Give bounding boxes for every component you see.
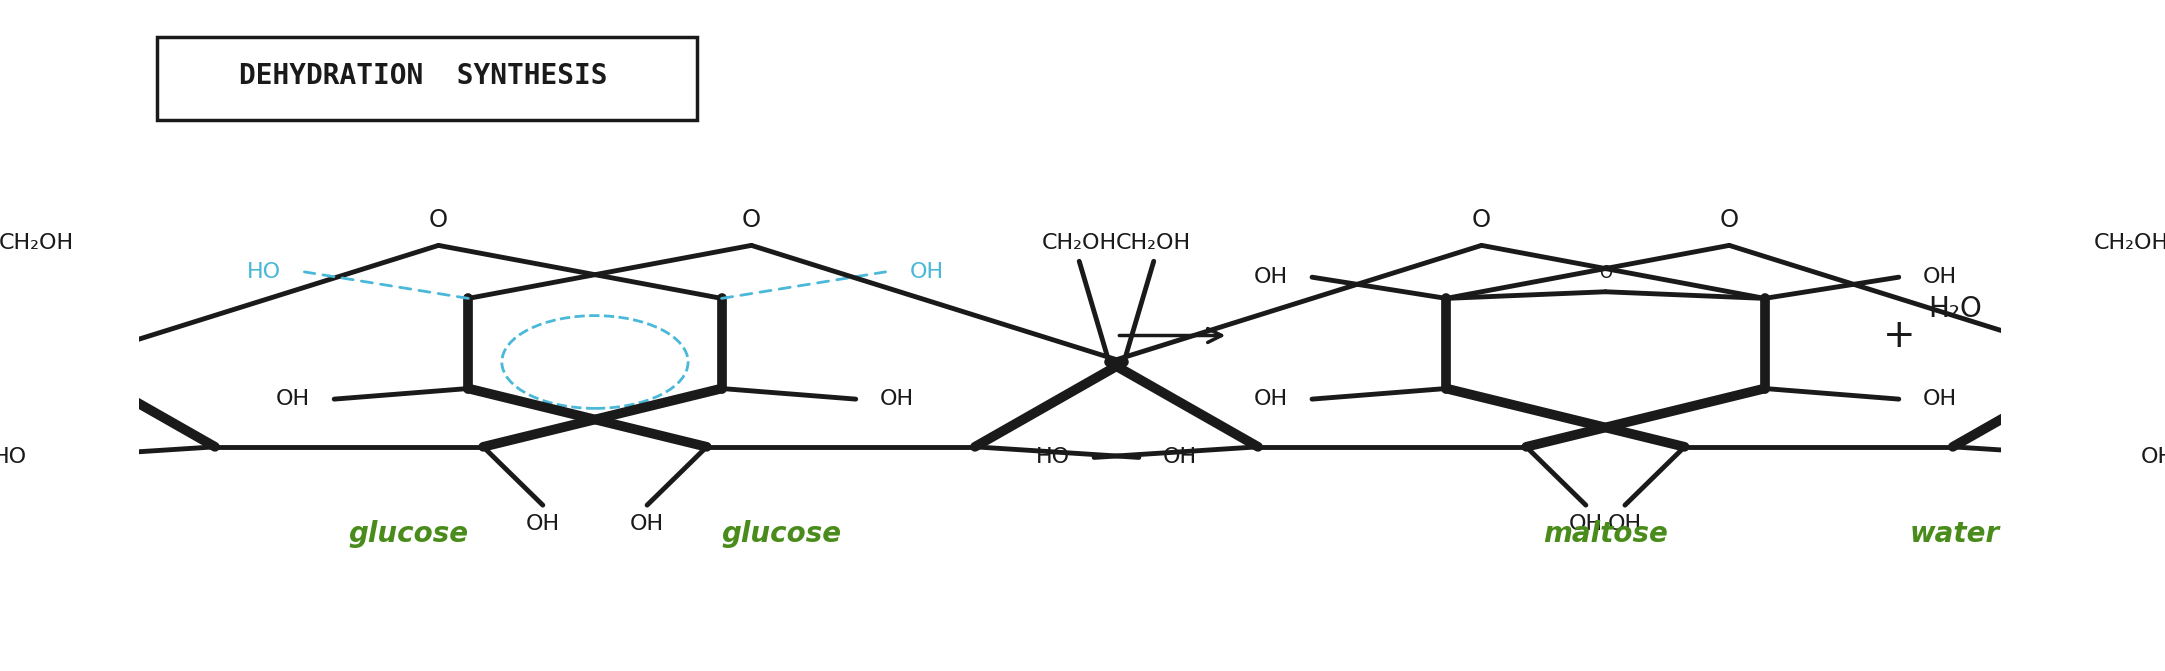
Text: O: O bbox=[1719, 207, 1738, 231]
Text: OH: OH bbox=[1254, 267, 1288, 287]
Text: OH: OH bbox=[1609, 513, 1641, 533]
Text: O: O bbox=[1600, 264, 1613, 282]
Text: HO: HO bbox=[1037, 448, 1070, 468]
FancyBboxPatch shape bbox=[158, 38, 697, 120]
Text: OH: OH bbox=[1923, 267, 1957, 287]
Text: maltose: maltose bbox=[1544, 520, 1667, 548]
Text: CH₂OH: CH₂OH bbox=[1117, 233, 1191, 253]
Text: +: + bbox=[1881, 317, 1916, 354]
Text: H₂O: H₂O bbox=[1927, 295, 1981, 323]
Text: OH: OH bbox=[277, 389, 310, 409]
Text: OH: OH bbox=[1570, 513, 1602, 533]
Text: OH: OH bbox=[526, 513, 561, 533]
Text: DEHYDRATION  SYNTHESIS: DEHYDRATION SYNTHESIS bbox=[240, 62, 608, 90]
Text: glucose: glucose bbox=[721, 520, 842, 548]
Text: O: O bbox=[1472, 207, 1492, 231]
Text: OH: OH bbox=[630, 513, 665, 533]
Text: OH: OH bbox=[909, 262, 944, 282]
Text: OH: OH bbox=[1163, 448, 1197, 468]
Text: OH: OH bbox=[1254, 389, 1288, 409]
Text: O: O bbox=[429, 207, 448, 231]
Text: CH₂OH: CH₂OH bbox=[2094, 233, 2165, 253]
Text: CH₂OH: CH₂OH bbox=[0, 233, 74, 253]
Text: HO: HO bbox=[247, 262, 281, 282]
Text: O: O bbox=[743, 207, 760, 231]
Text: OH: OH bbox=[1923, 389, 1957, 409]
Text: HO: HO bbox=[0, 448, 28, 468]
Text: CH₂OH: CH₂OH bbox=[1041, 233, 1117, 253]
Text: glucose: glucose bbox=[349, 520, 470, 548]
Text: water: water bbox=[1910, 520, 2000, 548]
Text: OH: OH bbox=[879, 389, 914, 409]
Text: OH: OH bbox=[2141, 448, 2165, 468]
